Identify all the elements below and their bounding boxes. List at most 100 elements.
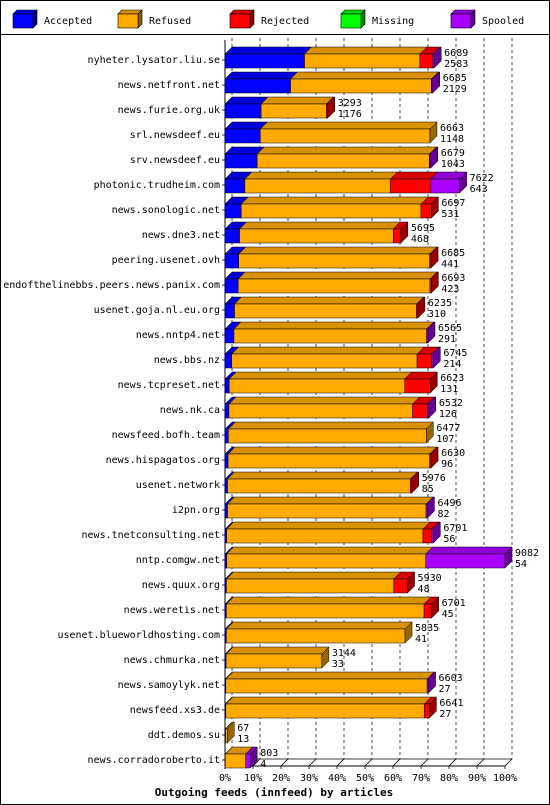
data-label-accepted: 131 [440, 384, 458, 395]
bar-segment-accepted [224, 528, 227, 544]
data-label-accepted: 41 [415, 634, 427, 645]
bar-segment-top [226, 496, 434, 505]
y-tick-label: news.bbs.nz [154, 355, 220, 366]
bar-segment-rejected [404, 378, 431, 394]
bar-segment-rejected [423, 603, 432, 619]
bar-segment-top [226, 546, 434, 555]
legend-item-rejected: Rejected [229, 9, 309, 29]
x-tick-label: 0% [219, 773, 231, 784]
bar-segment-side [429, 696, 437, 719]
x-tick-label: 70% [412, 773, 430, 784]
x-tick-label: 100% [493, 773, 517, 784]
bar-segment-refused [226, 628, 406, 644]
plot-area: 0% 10% 20% 30% 40% 50% 60% 70% 80% 90% 100% nyheter… [3, 38, 539, 784]
bar-segment-side [433, 521, 441, 544]
y-tick-label: photonic.trudheim.com [94, 180, 220, 191]
x-tick-label: 30% [300, 773, 318, 784]
bar-segment-refused [244, 178, 391, 194]
data-label-offered: 6235 [428, 298, 452, 309]
bar-segment-accepted [224, 253, 239, 269]
x-tick-label: 60% [384, 773, 402, 784]
bar-segment-accepted [224, 153, 258, 169]
data-label-offered: 803 [260, 748, 278, 759]
x-tick-mark [308, 758, 317, 767]
bar-segment-refused [225, 678, 428, 694]
bar-segment-top [231, 346, 425, 355]
bar-segment-accepted [224, 403, 230, 419]
y-tick-label: srl.newsdeef.eu [130, 130, 220, 141]
bar-segment-top [225, 646, 330, 655]
legend-label: Spooled [482, 16, 524, 27]
data-label-offered: 5695 [411, 223, 435, 234]
y-tick-label: news.tcpreset.net [118, 380, 220, 391]
bar-segment-refused [233, 328, 427, 344]
y-tick-label: nntp.comgw.net [136, 555, 220, 566]
legend-item-spooled: Spooled [450, 9, 524, 29]
bar-segment-accepted [224, 353, 232, 369]
legend-item-refused: Refused [117, 9, 191, 29]
bar-segment-side [430, 146, 439, 169]
bar-segment-refused [234, 303, 417, 319]
bar-segment-side [428, 671, 436, 694]
bar-segment-rejected [420, 203, 432, 219]
bar-segment-top [259, 121, 438, 130]
bar-segment-top [225, 621, 413, 630]
data-label-accepted: 96 [441, 459, 453, 470]
data-label-accepted: 48 [418, 584, 430, 595]
bar-segment-refused [240, 203, 422, 219]
bar-segment-rejected [393, 578, 408, 594]
data-label-accepted: 4 [260, 759, 266, 770]
bar-segment-accepted [224, 503, 228, 519]
bar-segment-rejected [390, 178, 432, 194]
bar-segment-top [225, 671, 435, 680]
data-label-accepted: 1043 [441, 159, 465, 170]
legend-label: Refused [149, 16, 191, 27]
x-tick-mark [364, 758, 373, 767]
data-label-offered: 6663 [440, 123, 464, 134]
bar-segment-side [428, 396, 437, 419]
bar-segment-side [417, 296, 426, 319]
x-tick-label: 80% [440, 773, 458, 784]
y-tick-label: nyheter.lysator.liu.se [88, 55, 220, 66]
x-tick-label: 10% [244, 773, 262, 784]
bar-segment-accepted [224, 478, 228, 494]
x-tick-label: 90% [468, 773, 486, 784]
bar-segment-accepted [224, 53, 305, 69]
data-label-accepted: 468 [411, 234, 429, 245]
bar-segment-side [249, 746, 258, 769]
bar-segment-side [504, 546, 513, 569]
data-label-offered: 6697 [441, 198, 465, 209]
bar-row-endofthelinebbs-peers-news-panix-com: endofthelinebbs.peers.news.panix.com 6693… [3, 271, 465, 295]
legend-label: Missing [372, 16, 414, 27]
data-label-offered: 6630 [441, 448, 465, 459]
y-tick-label: news.sonologic.net [112, 205, 220, 216]
y-tick-label: news.nk.ca [160, 405, 220, 416]
y-tick-label: newsfeed.bofh.team [112, 430, 220, 441]
bar-segment-top [425, 546, 513, 555]
bar-segment-side [226, 721, 235, 744]
bar-segment-top [227, 446, 438, 455]
data-label-accepted: 1148 [440, 134, 464, 145]
bar-segment-top [240, 196, 429, 205]
data-label-accepted: 2129 [443, 84, 467, 95]
bar-segment-side [427, 321, 436, 344]
bar-segment-refused [225, 703, 425, 719]
bar-segment-top [224, 96, 269, 105]
bar-segment-top [233, 321, 435, 330]
bar-segment-accepted [224, 228, 240, 244]
data-label-offered: 6496 [437, 498, 461, 509]
data-label-offered: 6603 [439, 673, 463, 684]
data-label-offered: 6701 [443, 523, 467, 534]
